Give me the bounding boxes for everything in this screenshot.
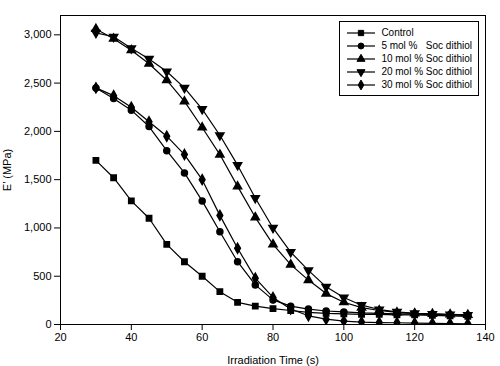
svg-text:40: 40	[125, 331, 137, 343]
svg-text:E’ (MPa): E’ (MPa)	[1, 149, 13, 191]
svg-text:20: 20	[54, 331, 66, 343]
html-text:5 mol % Soc dithiol: 5 mol % Soc dithiol	[381, 40, 472, 51]
svg-text:80: 80	[267, 331, 279, 343]
svg-text:120: 120	[405, 331, 423, 343]
svg-text:1,500: 1,500	[24, 173, 52, 185]
html-text:Control: Control	[381, 27, 414, 38]
svg-text:100: 100	[335, 331, 353, 343]
html-text:20 mol % Soc dithiol: 20 mol % Soc dithiol	[381, 66, 472, 77]
svg-text:Irradiation Time (s): Irradiation Time (s)	[227, 354, 319, 366]
svg-text:2,000: 2,000	[24, 125, 52, 137]
html-text:30 mol % Soc dithiol: 30 mol % Soc dithiol	[381, 79, 472, 90]
svg-text:2,500: 2,500	[24, 77, 52, 89]
html-text:10 mol % Soc dithiol: 10 mol % Soc dithiol	[381, 53, 472, 64]
svg-text:1,000: 1,000	[24, 221, 52, 233]
svg-text:0: 0	[45, 318, 51, 330]
svg-text:500: 500	[33, 270, 51, 282]
svg-text:60: 60	[196, 331, 208, 343]
svg-text:3,000: 3,000	[24, 28, 52, 40]
svg-text:140: 140	[476, 331, 494, 343]
